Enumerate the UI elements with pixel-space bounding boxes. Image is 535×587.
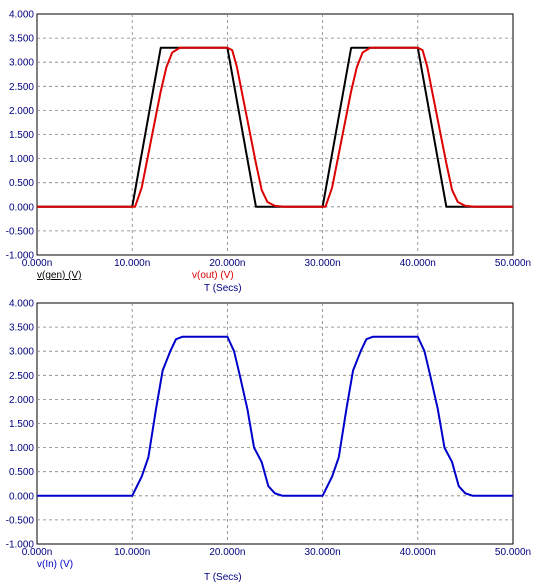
y-tick-label: 2.500 (9, 371, 34, 382)
bottom-plot-xticks: 0.000n 10.000n 20.000n 30.000n 40.000n 50.000… (22, 547, 531, 558)
x-tick-label: 10.000n (114, 547, 150, 558)
y-tick-label: 3.500 (9, 34, 34, 45)
x-tick-label: 40.000n (400, 258, 436, 269)
x-tick-label: 50.000n (495, 547, 531, 558)
y-tick-label: -1.000 (6, 251, 35, 262)
y-tick-label: 3.000 (9, 58, 34, 69)
y-tick-label: 0.000 (9, 491, 34, 502)
x-tick-label: 30.000n (305, 258, 341, 269)
y-tick-label: 3.500 (9, 323, 34, 334)
bottom-plot: 4.000 3.500 3.000 2.500 2.000 1.500 1.000 0.500… (6, 299, 531, 584)
y-tick-label: 1.500 (9, 419, 34, 430)
top-x-axis-label: T (Secs) (204, 283, 242, 294)
y-tick-label: 3.000 (9, 347, 34, 358)
top-plot-xticks: 0.000n 10.000n 20.000n 30.000n 40.000n 50.000… (22, 258, 531, 269)
y-tick-label: 1.500 (9, 130, 34, 141)
y-tick-label: 0.500 (9, 467, 34, 478)
x-tick-label: 0.000n (22, 547, 53, 558)
series-line-vin (37, 335, 513, 497)
y-tick-label: 0.500 (9, 178, 34, 189)
y-tick-label: 4.000 (9, 10, 34, 21)
y-tick-label: -0.500 (6, 515, 35, 526)
top-plot-series (37, 46, 513, 208)
y-tick-label: 2.500 (9, 82, 34, 93)
x-tick-label: 0.000n (22, 258, 53, 269)
x-tick-label: 40.000n (400, 547, 436, 558)
x-tick-label: 10.000n (114, 258, 150, 269)
bottom-plot-yticks: 4.000 3.500 3.000 2.500 2.000 1.500 1.000 0.500… (6, 299, 35, 551)
y-tick-label: 1.000 (9, 154, 34, 165)
x-tick-label: 20.000n (209, 258, 245, 269)
y-tick-label: 1.000 (9, 443, 34, 454)
top-plot: 4.000 3.500 3.000 2.500 2.000 1.500 1.000 0.500… (6, 10, 531, 295)
top-legend-out: v(out) (V) (192, 270, 234, 281)
y-tick-label: 0.000 (9, 202, 34, 213)
y-tick-label: 4.000 (9, 299, 34, 310)
y-tick-label: 2.000 (9, 106, 34, 117)
bottom-x-axis-label: T (Secs) (204, 572, 242, 583)
top-legend-gen: v(gen) (V) (37, 270, 81, 281)
x-tick-label: 20.000n (209, 547, 245, 558)
top-plot-grid (37, 14, 513, 255)
bottom-plot-series (37, 335, 513, 497)
bottom-legend-in: v(In) (V) (37, 559, 73, 570)
x-tick-label: 50.000n (495, 258, 531, 269)
y-tick-label: -0.500 (6, 226, 35, 237)
y-tick-label: -1.000 (6, 540, 35, 551)
x-tick-label: 30.000n (305, 547, 341, 558)
y-tick-label: 2.000 (9, 395, 34, 406)
series-line-vout (37, 46, 513, 208)
top-plot-yticks: 4.000 3.500 3.000 2.500 2.000 1.500 1.000 0.500… (6, 10, 35, 262)
